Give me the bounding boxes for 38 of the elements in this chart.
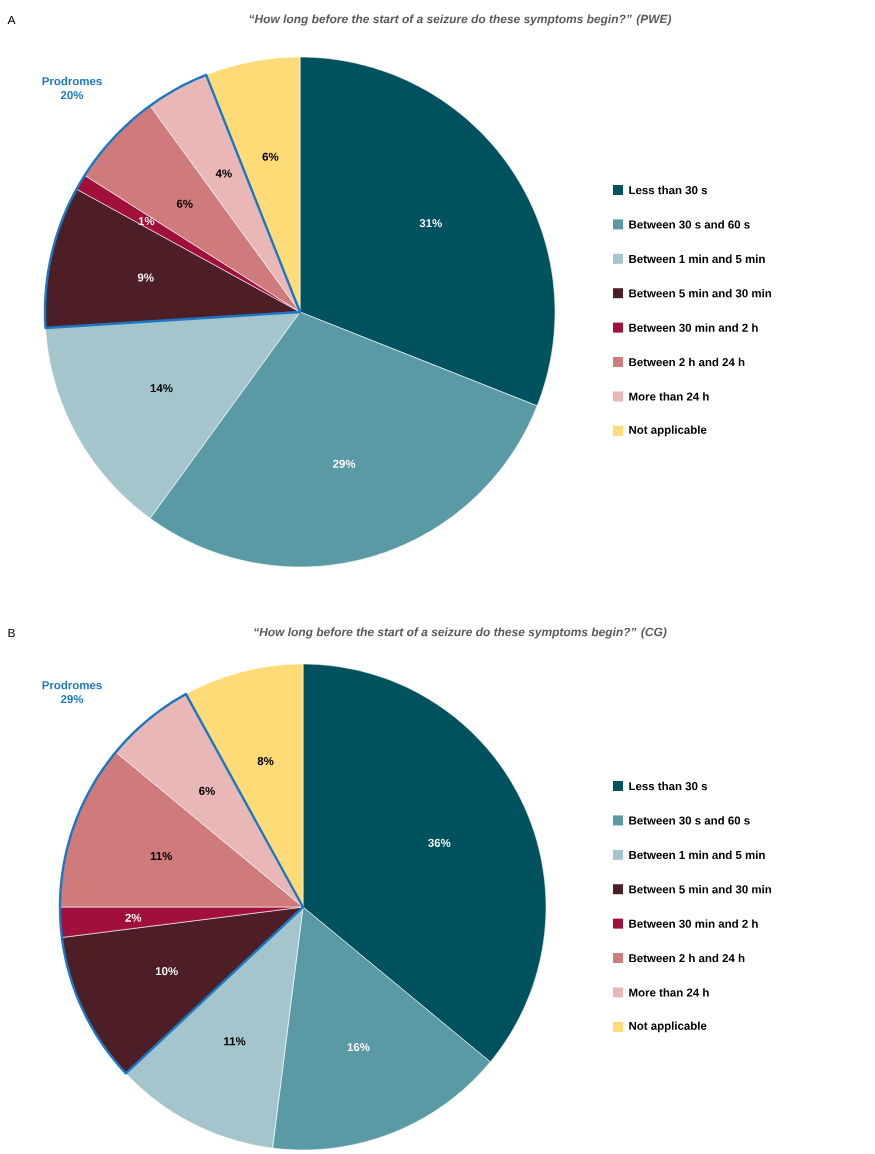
data-label: 4% <box>215 169 232 178</box>
data-label: 36% <box>428 838 451 847</box>
legend-label: Between 30 s and 60 s <box>629 220 750 229</box>
legend-label: Between 5 min and 30 min <box>629 885 772 894</box>
legend-label: Between 2 h and 24 h <box>629 953 745 963</box>
legend-label: Not applicable <box>629 1021 707 1033</box>
chart-title: “How long before the start of a seizure do these symptoms begin?” (CG) <box>254 627 667 639</box>
data-label: 6% <box>199 786 215 795</box>
legend-label: Between 30 s and 60 s <box>629 816 750 825</box>
data-label: 1% <box>138 217 155 226</box>
data-label: 16% <box>347 1043 370 1052</box>
legend-label: Between 5 min and 30 min <box>629 288 772 298</box>
legend-label: Not applicable <box>629 425 707 437</box>
legend-label: Less than 30 s <box>629 781 708 791</box>
data-label: 29% <box>333 459 356 468</box>
text: B <box>8 628 15 638</box>
legend-label: Less than 30 s <box>629 185 708 195</box>
legend-label: More than 24 h <box>629 988 709 997</box>
data-label: 8% <box>257 757 274 766</box>
legend-label: Between 1 min and 5 min <box>629 850 765 860</box>
data-label: 6% <box>176 199 193 208</box>
data-label: 10% <box>155 967 178 976</box>
legend-label: Between 2 h and 24 h <box>629 357 745 367</box>
legend-label: Between 1 min and 5 min <box>629 254 765 264</box>
text: Prodromes 29% <box>42 680 102 704</box>
legend-label: Between 30 min and 2 h <box>629 323 758 332</box>
data-label: 6% <box>262 152 279 161</box>
data-label: 14% <box>150 384 173 393</box>
text: A <box>7 15 16 25</box>
data-label: 2% <box>125 913 142 922</box>
data-label: 9% <box>137 273 154 282</box>
data-label: 11% <box>150 851 173 861</box>
data-label: 31% <box>419 219 442 228</box>
legend-label: More than 24 h <box>629 392 709 401</box>
chart-title: “How long before the start of a seizure do these symptoms begin?” (PWE) <box>249 14 672 26</box>
text: Prodromes 20% <box>42 76 102 100</box>
legend-label: Between 30 min and 2 h <box>629 919 758 928</box>
data-label: 11% <box>224 1037 246 1046</box>
